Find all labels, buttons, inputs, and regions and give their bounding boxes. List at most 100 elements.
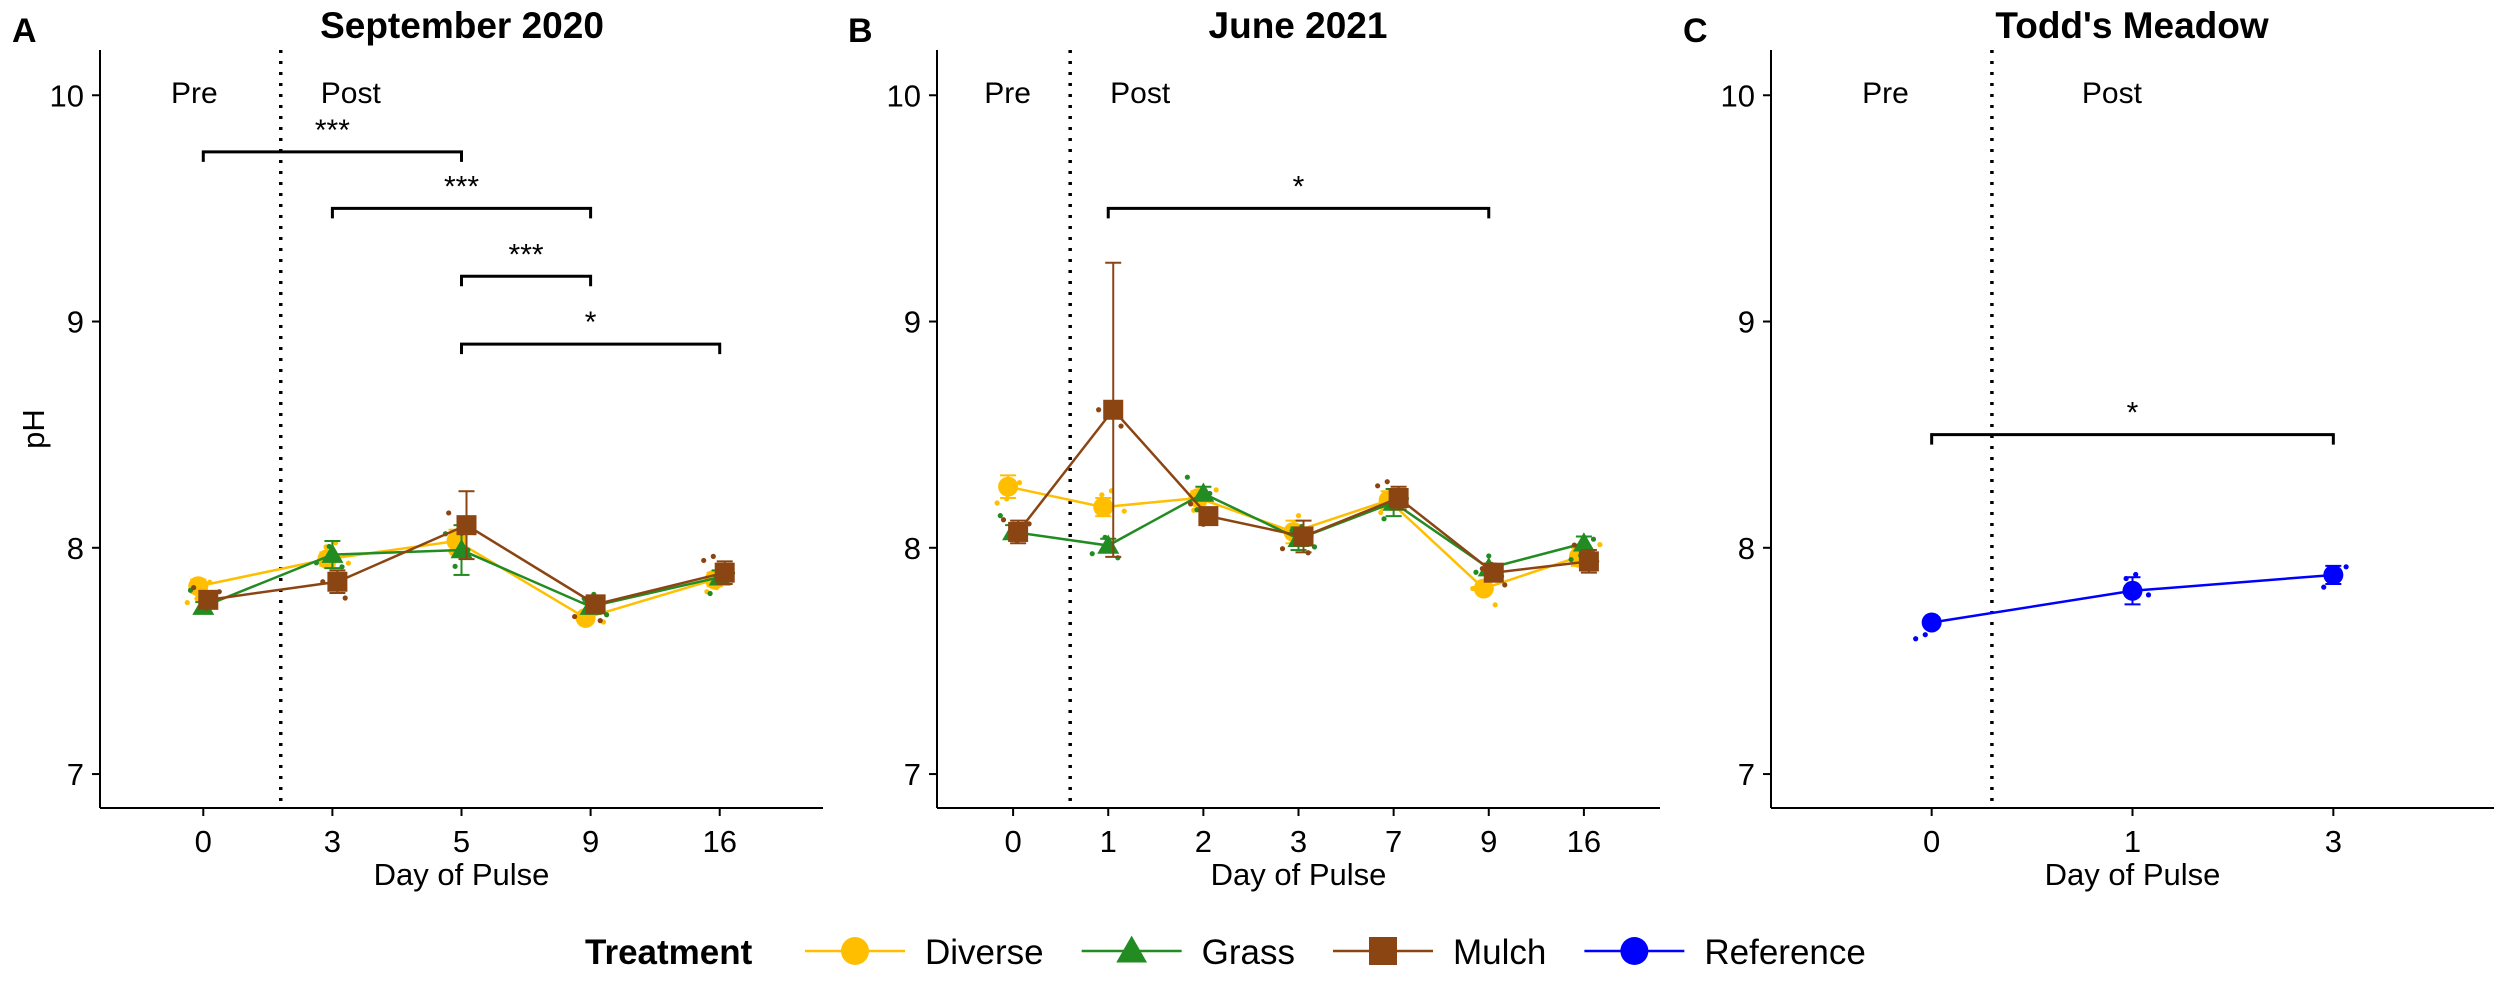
panel-letter: C bbox=[1683, 12, 1708, 50]
legend-label: Grass bbox=[1202, 933, 1295, 972]
replicate-point bbox=[1121, 508, 1127, 514]
replicate-point bbox=[707, 590, 713, 597]
replicate-point bbox=[1597, 542, 1603, 548]
significance-bracket bbox=[1106, 206, 1491, 219]
replicate-point bbox=[1479, 566, 1485, 572]
replicate-point bbox=[1568, 556, 1574, 563]
data-point bbox=[198, 589, 219, 610]
data-point bbox=[456, 515, 477, 536]
x-tick-label: 3 bbox=[1290, 824, 1307, 859]
post-label: Post bbox=[321, 77, 382, 110]
replicate-point bbox=[1089, 551, 1095, 557]
legend-item-diverse: Diverse bbox=[805, 933, 1044, 972]
significance-bracket bbox=[330, 206, 593, 219]
legend-item-reference: Reference bbox=[1584, 933, 1866, 972]
replicate-point bbox=[1590, 536, 1597, 542]
y-axis-title: pH bbox=[16, 409, 51, 449]
replicate-point bbox=[1016, 480, 1023, 486]
legend-marker bbox=[1116, 935, 1148, 963]
data-point bbox=[1483, 562, 1504, 583]
replicate-point bbox=[1381, 516, 1387, 522]
replicate-point bbox=[1913, 636, 1919, 642]
x-tick-label: 0 bbox=[195, 824, 212, 859]
x-tick-label: 2 bbox=[1195, 824, 1212, 859]
y-tick-label: 8 bbox=[904, 531, 921, 566]
y-tick-label: 10 bbox=[50, 78, 84, 113]
significance-label: * bbox=[2127, 397, 2139, 430]
x-tick-label: 16 bbox=[1567, 824, 1601, 859]
series-mulch bbox=[1000, 261, 1600, 588]
significance-label: * bbox=[1293, 170, 1305, 203]
replicate-point bbox=[1922, 632, 1928, 638]
replicate-point bbox=[1295, 513, 1302, 519]
replicate-point bbox=[1099, 492, 1105, 498]
replicate-point bbox=[997, 513, 1003, 519]
y-tick-label: 10 bbox=[887, 78, 921, 113]
significance-bracket bbox=[201, 150, 463, 162]
replicate-point bbox=[1000, 517, 1007, 523]
replicate-point bbox=[184, 599, 190, 606]
data-point bbox=[1578, 551, 1599, 572]
y-tick-label: 9 bbox=[67, 305, 84, 340]
significance-label: * bbox=[585, 306, 597, 339]
x-tick-label: 7 bbox=[1385, 824, 1402, 859]
replicate-point bbox=[452, 563, 458, 569]
x-tick-label: 5 bbox=[453, 824, 470, 859]
chart-title: September 2020 bbox=[320, 5, 604, 46]
legend-marker bbox=[1620, 937, 1649, 965]
replicate-point bbox=[1502, 582, 1508, 588]
x-tick-label: 3 bbox=[2325, 824, 2342, 859]
pre-label: Pre bbox=[171, 77, 218, 110]
data-point bbox=[1198, 506, 1219, 527]
x-axis-title: Day of Pulse bbox=[1211, 857, 1387, 892]
chart-title: Todd's Meadow bbox=[1995, 5, 2268, 46]
data-point bbox=[321, 543, 344, 563]
x-axis-title: Day of Pulse bbox=[374, 857, 550, 892]
replicate-point bbox=[1384, 479, 1390, 485]
legend-label: Diverse bbox=[925, 933, 1044, 972]
x-tick-label: 1 bbox=[1100, 824, 1117, 859]
data-point bbox=[998, 476, 1019, 497]
chart-panel-a: A September 2020 7 8 9 10 0 3 5 9 16 Day of Pulse pH… bbox=[12, 5, 823, 892]
legend-marker bbox=[1369, 937, 1397, 965]
replicate-point bbox=[2321, 584, 2327, 590]
panel-letter: B bbox=[848, 12, 873, 50]
data-point bbox=[2323, 564, 2344, 585]
x-axis-title: Day of Pulse bbox=[2045, 857, 2221, 892]
y-tick-label: 9 bbox=[904, 305, 921, 340]
data-point bbox=[585, 594, 606, 615]
y-tick-label: 7 bbox=[904, 757, 921, 792]
series-diverse bbox=[184, 528, 732, 628]
replicate-point bbox=[2133, 571, 2139, 578]
y-tick-label: 8 bbox=[1738, 531, 1755, 566]
pre-label: Pre bbox=[984, 77, 1031, 110]
series-mulch bbox=[191, 490, 735, 624]
y-tick-label: 10 bbox=[1721, 78, 1755, 113]
data-point bbox=[327, 571, 348, 592]
data-point bbox=[1008, 521, 1029, 542]
legend-item-mulch: Mulch bbox=[1333, 933, 1546, 972]
data-point bbox=[714, 562, 735, 583]
significance-bracket bbox=[1930, 433, 2335, 445]
legend-title: Treatment bbox=[585, 933, 753, 972]
legend: Treatment Diverse Grass Mulch Reference bbox=[585, 933, 1866, 972]
replicate-point bbox=[1486, 553, 1492, 559]
replicate-point bbox=[1492, 602, 1498, 608]
replicate-point bbox=[701, 557, 707, 564]
data-point bbox=[1473, 578, 1494, 599]
significance-label: *** bbox=[315, 114, 350, 147]
y-tick-label: 7 bbox=[67, 757, 84, 792]
replicate-point bbox=[1473, 569, 1479, 575]
x-tick-label: 0 bbox=[1004, 824, 1021, 859]
replicate-point bbox=[342, 595, 348, 601]
replicate-point bbox=[572, 613, 578, 620]
legend-marker bbox=[841, 937, 869, 965]
post-label: Post bbox=[2082, 77, 2143, 110]
panel-letter: A bbox=[12, 12, 37, 50]
chart-panel-b: B June 2021 7 8 9 10 0 1 2 3 7 9 16 Day of Pulse Pre Po… bbox=[848, 5, 1660, 892]
replicate-point bbox=[339, 564, 345, 570]
legend-label: Reference bbox=[1704, 933, 1865, 972]
significance-bracket bbox=[460, 274, 593, 287]
data-point bbox=[1921, 612, 1942, 633]
